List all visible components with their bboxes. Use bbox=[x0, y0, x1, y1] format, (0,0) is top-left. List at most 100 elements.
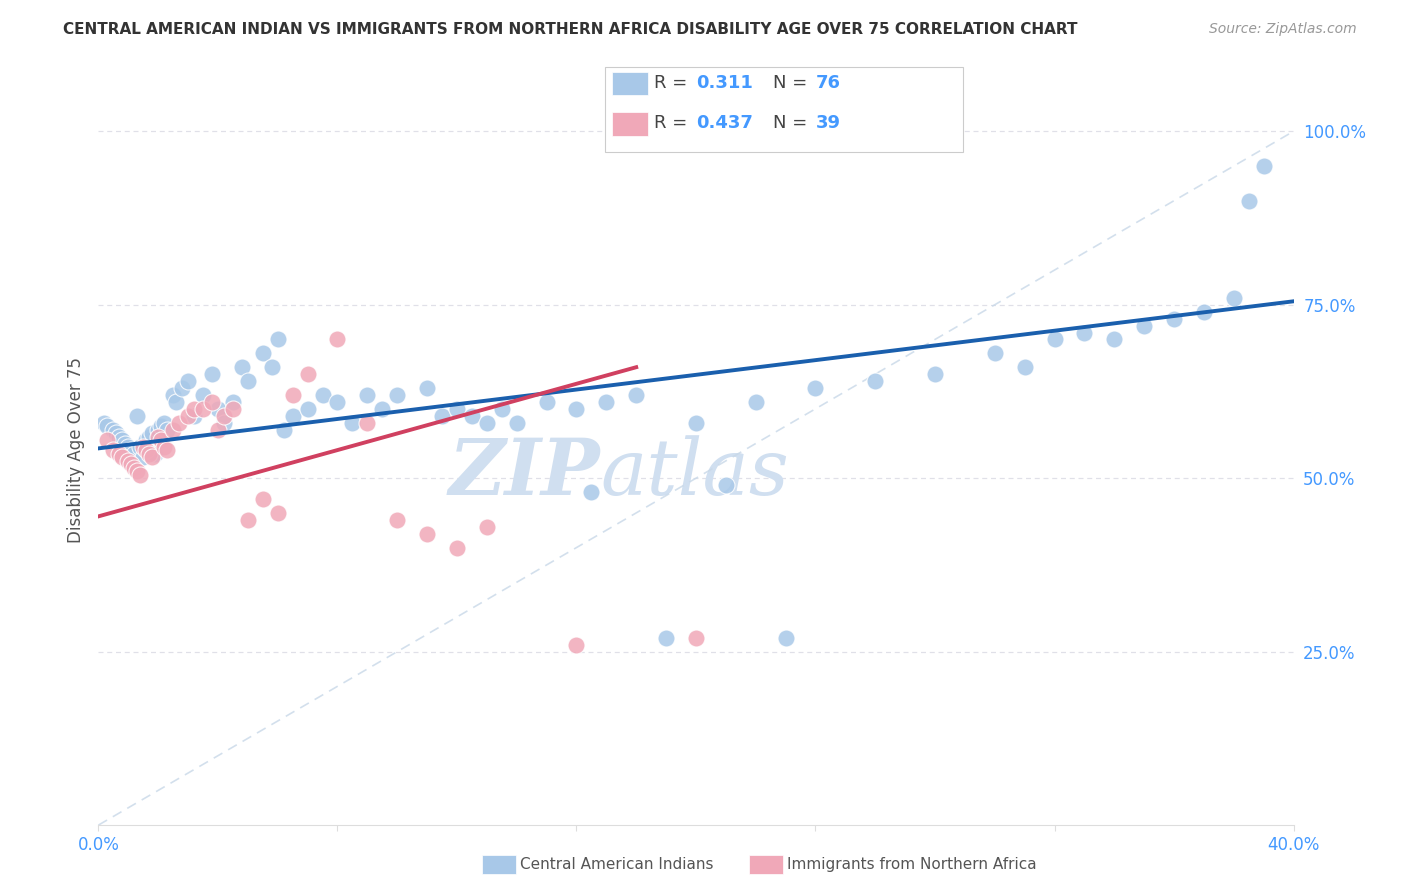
Point bbox=[1223, 291, 1246, 305]
Point bbox=[191, 388, 214, 402]
Point bbox=[148, 429, 170, 443]
Point bbox=[103, 423, 125, 437]
Point bbox=[114, 436, 136, 450]
Point bbox=[201, 367, 224, 381]
Text: R =: R = bbox=[654, 114, 693, 132]
Point bbox=[183, 409, 205, 423]
Point bbox=[162, 423, 184, 437]
Text: R =: R = bbox=[654, 74, 693, 92]
Point bbox=[138, 447, 160, 461]
Point bbox=[475, 520, 498, 534]
Point bbox=[150, 433, 173, 447]
Point bbox=[108, 447, 131, 461]
Point bbox=[326, 395, 349, 409]
Point bbox=[138, 429, 160, 443]
Text: CENTRAL AMERICAN INDIAN VS IMMIGRANTS FROM NORTHERN AFRICA DISABILITY AGE OVER 7: CENTRAL AMERICAN INDIAN VS IMMIGRANTS FR… bbox=[63, 22, 1078, 37]
Point bbox=[356, 388, 378, 402]
Point bbox=[212, 416, 235, 430]
Text: 76: 76 bbox=[815, 74, 841, 92]
Point bbox=[212, 409, 235, 423]
Point bbox=[150, 419, 173, 434]
Point bbox=[267, 333, 290, 347]
Point bbox=[297, 401, 319, 416]
Point bbox=[1163, 311, 1185, 326]
Point bbox=[260, 360, 283, 375]
Point bbox=[111, 433, 134, 447]
Point bbox=[165, 395, 187, 409]
Point bbox=[446, 401, 468, 416]
Point bbox=[183, 401, 205, 416]
Point bbox=[252, 491, 274, 506]
Point bbox=[135, 443, 157, 458]
Point bbox=[1014, 360, 1036, 375]
Point bbox=[96, 419, 118, 434]
Text: Immigrants from Northern Africa: Immigrants from Northern Africa bbox=[787, 857, 1038, 871]
Point bbox=[281, 388, 304, 402]
Point bbox=[446, 541, 468, 555]
Text: ZIP: ZIP bbox=[449, 434, 600, 511]
Point bbox=[177, 374, 200, 388]
Point bbox=[129, 467, 152, 482]
Point bbox=[342, 416, 364, 430]
Point bbox=[141, 450, 163, 465]
Point bbox=[565, 401, 588, 416]
Point bbox=[924, 367, 946, 381]
Point bbox=[111, 450, 134, 465]
Point bbox=[297, 367, 319, 381]
Text: N =: N = bbox=[773, 74, 813, 92]
Point bbox=[655, 631, 678, 645]
Point bbox=[475, 416, 498, 430]
Text: 0.437: 0.437 bbox=[696, 114, 752, 132]
Point bbox=[153, 416, 176, 430]
Text: Central American Indians: Central American Indians bbox=[520, 857, 714, 871]
Text: atlas: atlas bbox=[600, 434, 789, 511]
Point bbox=[153, 440, 176, 454]
Point bbox=[273, 423, 295, 437]
Point bbox=[506, 416, 529, 430]
Point bbox=[385, 513, 409, 527]
Point bbox=[201, 395, 224, 409]
Point bbox=[124, 460, 146, 475]
Point bbox=[222, 395, 245, 409]
Point bbox=[865, 374, 887, 388]
Point bbox=[1192, 304, 1215, 318]
Point bbox=[117, 454, 139, 468]
Y-axis label: Disability Age Over 75: Disability Age Over 75 bbox=[66, 358, 84, 543]
Point bbox=[177, 409, 200, 423]
Point bbox=[135, 433, 157, 447]
Text: N =: N = bbox=[773, 114, 813, 132]
Point bbox=[714, 478, 737, 492]
Point bbox=[207, 423, 229, 437]
Point bbox=[984, 346, 1007, 360]
Point bbox=[191, 401, 214, 416]
Point bbox=[1253, 159, 1275, 173]
Point bbox=[120, 458, 142, 472]
Point bbox=[281, 409, 304, 423]
Point bbox=[141, 426, 163, 441]
Point bbox=[231, 360, 253, 375]
Point bbox=[236, 374, 259, 388]
Point bbox=[311, 388, 333, 402]
Point bbox=[108, 429, 131, 443]
Text: 0.311: 0.311 bbox=[696, 74, 752, 92]
Point bbox=[127, 464, 149, 478]
Point bbox=[1104, 333, 1126, 347]
Point bbox=[565, 638, 588, 652]
Point bbox=[162, 388, 184, 402]
Point bbox=[172, 381, 194, 395]
Point bbox=[236, 513, 259, 527]
Point bbox=[1043, 333, 1066, 347]
Point bbox=[685, 631, 707, 645]
Point bbox=[207, 401, 229, 416]
Point bbox=[1073, 326, 1095, 340]
Point bbox=[356, 416, 378, 430]
Point bbox=[416, 526, 439, 541]
Point bbox=[132, 450, 155, 465]
Point bbox=[103, 443, 125, 458]
Point bbox=[129, 440, 152, 454]
Point bbox=[430, 409, 453, 423]
Point bbox=[385, 388, 409, 402]
Point bbox=[93, 416, 115, 430]
Point bbox=[326, 333, 349, 347]
Point bbox=[132, 440, 155, 454]
